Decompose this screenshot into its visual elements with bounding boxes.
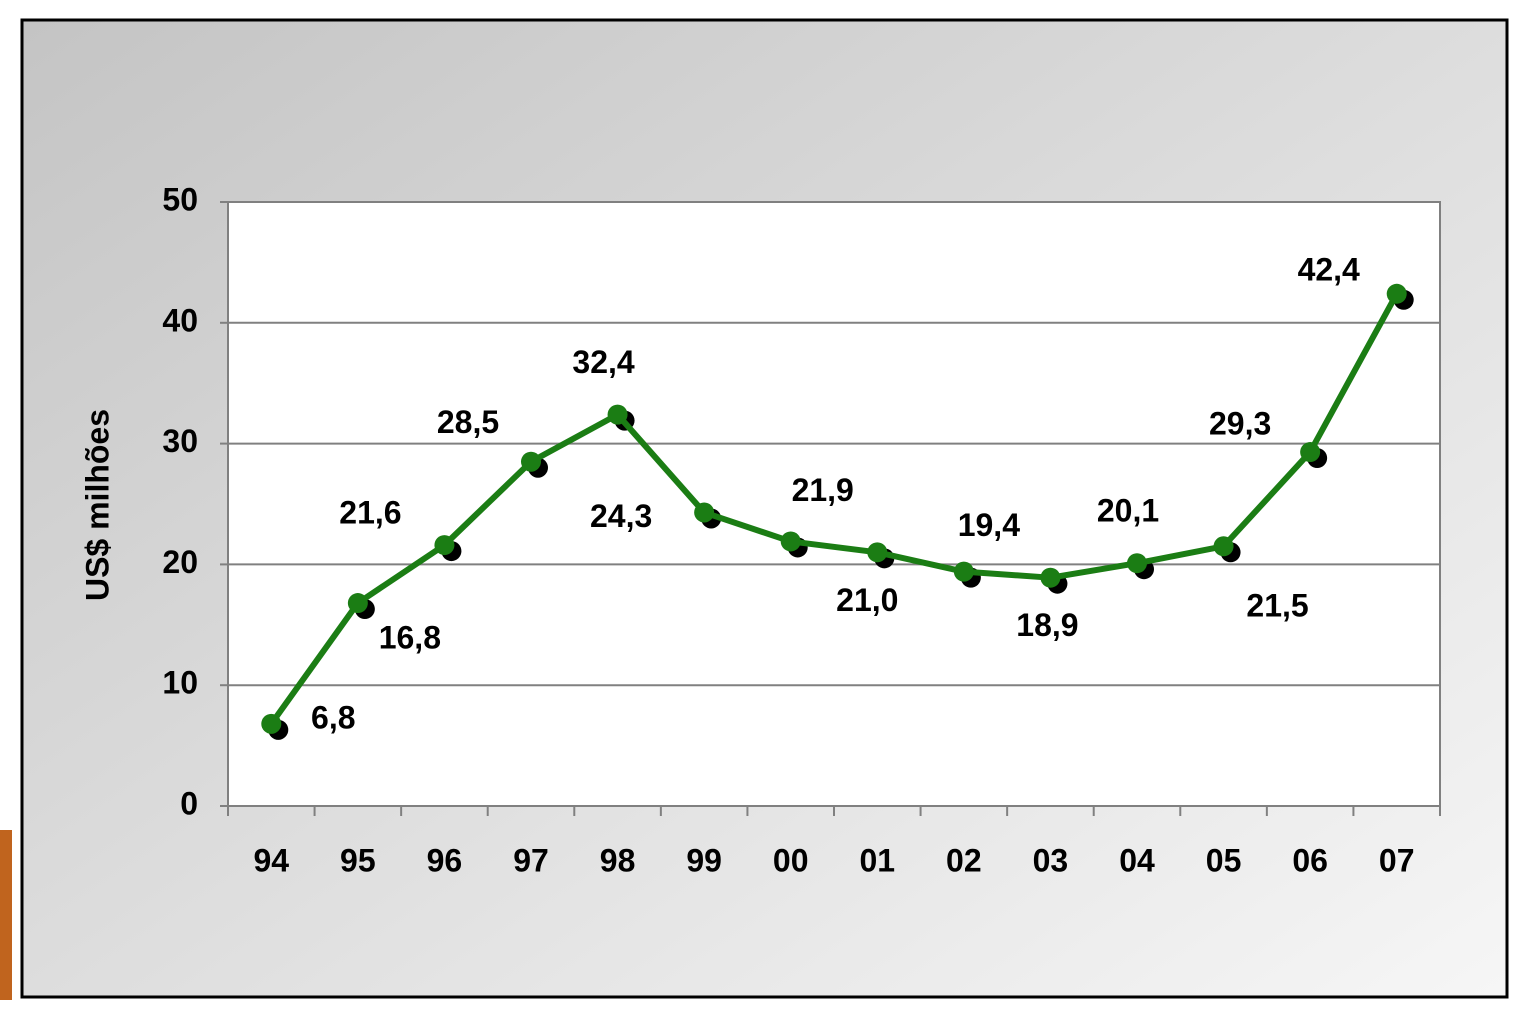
marker (1127, 553, 1147, 574)
data-label: 28,5 (437, 404, 499, 440)
data-label: 20,1 (1097, 493, 1159, 529)
y-axis-title: US$ milhões (79, 409, 115, 601)
marker (867, 542, 888, 563)
y-tick-label: 40 (162, 302, 198, 338)
data-label: 21,5 (1246, 588, 1308, 624)
data-label: 42,4 (1298, 251, 1360, 287)
y-tick-label: 10 (162, 665, 198, 701)
y-tick-label: 0 (180, 785, 198, 821)
x-tick-label: 95 (340, 842, 376, 878)
marker (261, 713, 282, 734)
marker (953, 561, 974, 582)
marker (1213, 536, 1234, 557)
x-tick-label: 03 (1033, 842, 1069, 878)
data-label: 29,3 (1209, 406, 1271, 442)
marker (434, 535, 455, 556)
marker (347, 593, 368, 614)
x-tick-label: 04 (1119, 842, 1155, 878)
data-label: 6,8 (311, 699, 355, 735)
data-label: 21,0 (836, 582, 898, 618)
x-tick-label: 02 (946, 842, 982, 878)
plot-area (227, 201, 1441, 807)
data-label: 21,9 (792, 472, 854, 508)
x-tick-label: 01 (859, 842, 895, 878)
marker (694, 502, 715, 523)
x-tick-label: 99 (686, 842, 722, 878)
data-label: 16,8 (379, 620, 441, 656)
x-tick-label: 96 (427, 842, 463, 878)
marker (607, 404, 628, 425)
edge-decoration (0, 830, 12, 1000)
x-tick-label: 98 (600, 842, 636, 878)
data-label: 32,4 (572, 344, 634, 380)
data-label: 19,4 (958, 507, 1020, 543)
marker (1300, 442, 1321, 463)
x-tick-label: 00 (773, 842, 809, 878)
marker (1040, 567, 1061, 588)
y-tick-label: 30 (162, 423, 198, 459)
x-tick-label: 07 (1379, 842, 1415, 878)
y-tick-label: 50 (162, 181, 198, 217)
marker (521, 451, 541, 472)
data-label: 18,9 (1016, 607, 1078, 643)
data-label: 24,3 (590, 498, 652, 534)
x-tick-label: 94 (253, 842, 289, 878)
y-tick-label: 20 (162, 544, 198, 580)
marker (780, 531, 801, 552)
data-label: 21,6 (339, 495, 401, 531)
line (268, 292, 1400, 726)
x-tick-label: 97 (513, 842, 549, 878)
x-tick-label: 06 (1292, 842, 1328, 878)
marker (1386, 283, 1407, 304)
x-tick-label: 05 (1206, 842, 1242, 878)
